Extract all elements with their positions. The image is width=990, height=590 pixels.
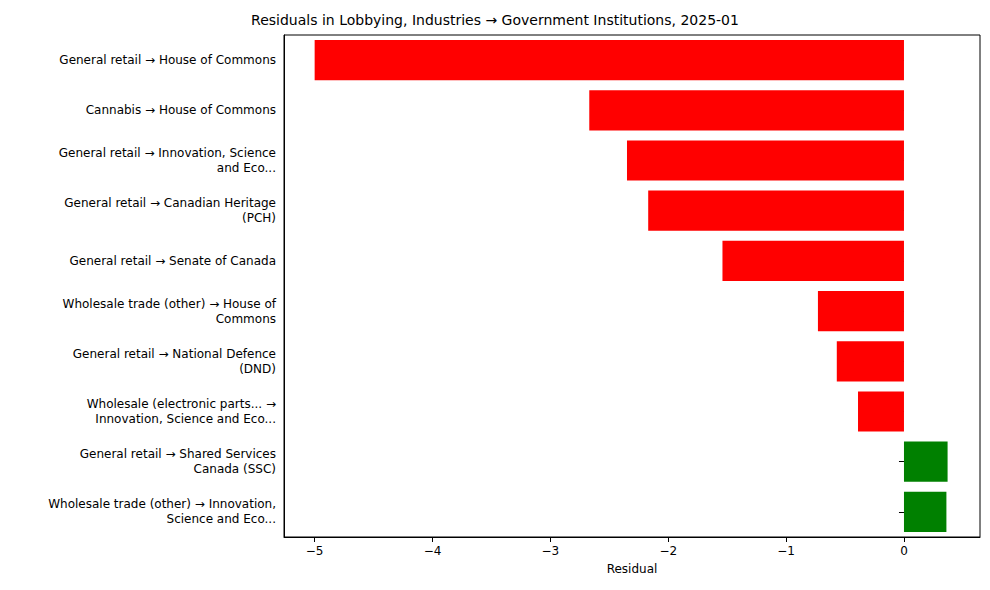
svg-text:Wholesale trade (other) → Hous: Wholesale trade (other) → House of xyxy=(63,297,277,311)
svg-text:General retail → National Defe: General retail → National Defence xyxy=(73,347,276,361)
svg-text:(PCH): (PCH) xyxy=(242,211,276,225)
svg-text:−2: −2 xyxy=(659,544,677,558)
svg-text:Canada (SSC): Canada (SSC) xyxy=(194,462,276,476)
svg-text:Wholesale trade (other) → Inno: Wholesale trade (other) → Innovation, xyxy=(48,497,276,511)
svg-text:General retail → Canadian Heri: General retail → Canadian Heritage xyxy=(64,196,276,210)
svg-text:−4: −4 xyxy=(424,544,442,558)
svg-text:General retail → Senate of Can: General retail → Senate of Canada xyxy=(70,254,276,268)
svg-text:−5: −5 xyxy=(306,544,324,558)
svg-text:Wholesale (electronic parts...: Wholesale (electronic parts... → xyxy=(87,397,276,411)
svg-text:Commons: Commons xyxy=(216,312,276,326)
svg-text:−1: −1 xyxy=(777,544,795,558)
svg-text:Science and Eco...: Science and Eco... xyxy=(167,512,276,526)
svg-text:(DND): (DND) xyxy=(239,362,276,376)
svg-text:General retail → Innovation, S: General retail → Innovation, Science xyxy=(59,146,276,160)
svg-text:Innovation, Science and Eco...: Innovation, Science and Eco... xyxy=(95,412,276,426)
svg-text:0: 0 xyxy=(900,544,908,558)
svg-text:General retail → House of Comm: General retail → House of Commons xyxy=(59,53,276,67)
svg-text:Cannabis → House of Commons: Cannabis → House of Commons xyxy=(86,103,276,117)
svg-text:−3: −3 xyxy=(542,544,560,558)
svg-text:and Eco...: and Eco... xyxy=(217,161,276,175)
svg-text:Residual: Residual xyxy=(607,562,658,576)
svg-text:Residuals in Lobbying, Industr: Residuals in Lobbying, Industries → Gove… xyxy=(251,12,739,28)
svg-text:General retail → Shared Servic: General retail → Shared Services xyxy=(80,447,276,461)
